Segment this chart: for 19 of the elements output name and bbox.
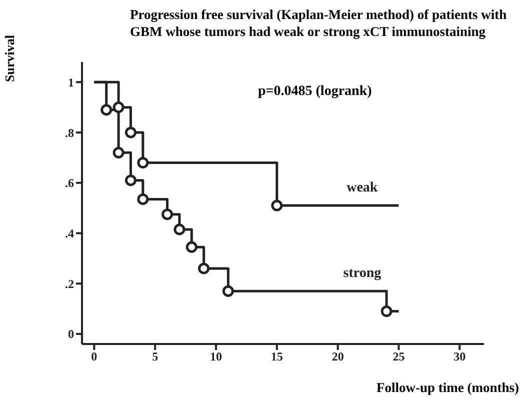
annotation: p=0.0485 (logrank) xyxy=(258,84,372,100)
series-label: weak xyxy=(346,180,378,196)
x-tick-label: 25 xyxy=(392,350,405,364)
y-axis-title: Survival xyxy=(2,35,18,82)
series-label: strong xyxy=(343,266,382,282)
x-axis-title: Follow-up time (months) xyxy=(376,380,519,396)
chart-title: Progression free survival (Kaplan-Meier method) of patients with GBM whose tumors had weak or strong xCT immunostaining xyxy=(130,6,508,40)
y-tick-label: .4 xyxy=(65,226,74,240)
y-tick-label: 1 xyxy=(68,75,74,90)
y-tick-label: .2 xyxy=(65,276,74,291)
x-tick-label: 10 xyxy=(210,350,222,364)
y-tick-label: .6 xyxy=(65,176,74,190)
x-tick-label: 30 xyxy=(454,350,466,364)
x-tick-label: 15 xyxy=(270,350,283,364)
x-tick-label: 0 xyxy=(91,350,98,364)
y-tick-label: .8 xyxy=(65,126,74,140)
x-tick-label: 5 xyxy=(152,350,158,364)
x-tick-label: 20 xyxy=(332,350,344,364)
y-tick-label: 0 xyxy=(68,327,74,342)
